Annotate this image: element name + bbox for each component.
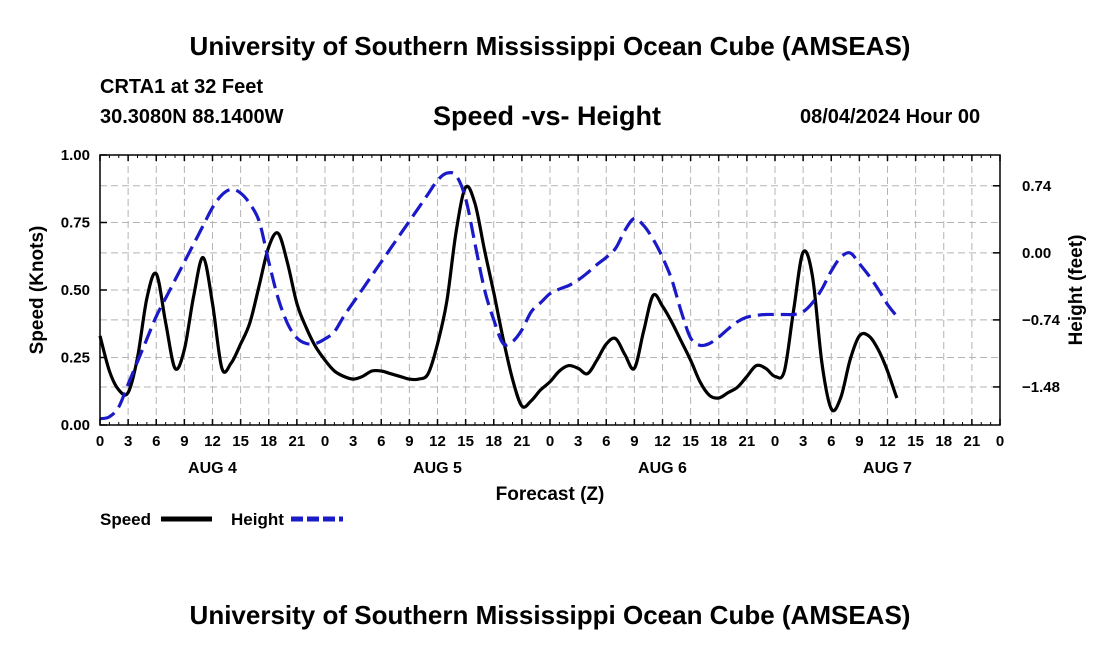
- footer-title: University of Southern Mississippi Ocean…: [189, 600, 911, 630]
- legend-height-label: Height: [231, 510, 284, 529]
- y2-tick-label: 0.74: [1022, 178, 1052, 195]
- x-tick-label: 0: [96, 433, 104, 450]
- x-tick-label: 3: [124, 433, 132, 450]
- x-tick-label: 15: [232, 433, 249, 450]
- x-tick-label: 6: [377, 433, 385, 450]
- x-tick-label: 3: [799, 433, 807, 450]
- x-tick-label: 9: [630, 433, 638, 450]
- chart-title: Speed -vs- Height: [433, 101, 662, 131]
- x-tick-label: 6: [602, 433, 610, 450]
- station-coordinates: 30.3080N 88.1400W: [100, 106, 284, 128]
- x-tick-label: 18: [260, 433, 277, 450]
- x-tick-label: 3: [349, 433, 357, 450]
- x-tick-label: 0: [996, 433, 1004, 450]
- y-tick-label: 0.25: [61, 350, 90, 367]
- x-tick-label: 21: [739, 433, 756, 450]
- forecast-run-date: 08/04/2024 Hour 00: [800, 106, 981, 128]
- day-label: AUG 7: [863, 460, 912, 477]
- x-tick-label: 18: [485, 433, 502, 450]
- x-tick-label: 12: [204, 433, 221, 450]
- day-label: AUG 6: [638, 460, 687, 477]
- x-tick-label: 9: [855, 433, 863, 450]
- x-tick-label: 6: [827, 433, 835, 450]
- x-tick-label: 0: [546, 433, 554, 450]
- y-tick-label: 0.00: [61, 417, 90, 434]
- x-tick-label: 21: [289, 433, 306, 450]
- x-tick-label: 0: [771, 433, 779, 450]
- legend-speed-label: Speed: [100, 510, 151, 529]
- x-tick-label: 21: [514, 433, 531, 450]
- x-tick-label: 9: [405, 433, 413, 450]
- station-name: CRTA1 at 32 Feet: [100, 76, 264, 98]
- x-tick-label: 12: [879, 433, 896, 450]
- x-axis-label: Forecast (Z): [496, 484, 605, 505]
- y-tick-label: 0.75: [61, 215, 90, 232]
- day-label: AUG 4: [188, 460, 237, 477]
- legend: Speed Height: [100, 510, 343, 529]
- y-tick-label: 0.50: [61, 282, 90, 299]
- y2-axis-label: Height (feet): [1066, 235, 1087, 346]
- speed-series-line: [98, 184, 899, 413]
- plot-frame: [99, 154, 1001, 426]
- x-tick-label: 15: [907, 433, 924, 450]
- y-tick-label: 1.00: [61, 147, 90, 164]
- day-label: AUG 5: [413, 460, 462, 477]
- x-tick-label: 6: [152, 433, 160, 450]
- x-tick-label: 3: [574, 433, 582, 450]
- height-series-line: [99, 170, 899, 421]
- x-tick-label: 15: [457, 433, 474, 450]
- x-tick-label: 18: [935, 433, 952, 450]
- y2-tick-label: −1.48: [1022, 379, 1060, 396]
- y-axis-label: Speed (Knots): [27, 226, 48, 355]
- x-tick-label: 15: [682, 433, 699, 450]
- x-tick-label: 9: [180, 433, 188, 450]
- y2-tick-label: −0.74: [1022, 312, 1061, 329]
- page-title: University of Southern Mississippi Ocean…: [189, 31, 911, 61]
- x-tick-label: 21: [964, 433, 981, 450]
- x-tick-label: 12: [654, 433, 671, 450]
- x-tick-label: 0: [321, 433, 329, 450]
- x-tick-label: 18: [710, 433, 727, 450]
- speed-height-chart: 0 3 6 9 12 15 18 21 0 3 6 9 12 15 18 21 0 3 6 9 12 15 18 21 0 3 6 9…: [27, 147, 1087, 529]
- x-tick-label: 12: [429, 433, 446, 450]
- y2-tick-label: 0.00: [1022, 245, 1051, 262]
